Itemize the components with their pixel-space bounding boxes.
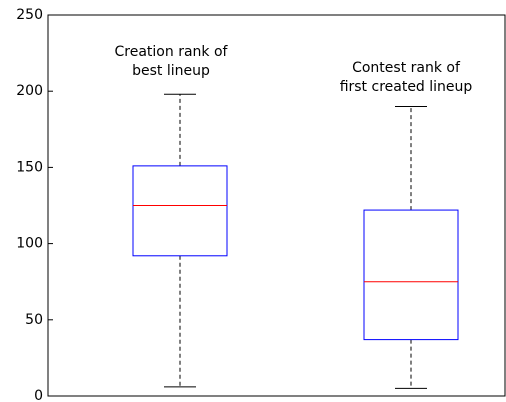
box-label: best lineup [132, 63, 210, 79]
y-tick-label: 200 [16, 83, 43, 99]
plot-frame [47, 14, 506, 397]
box-label: first created lineup [340, 79, 473, 95]
y-tick-label: 250 [16, 7, 43, 23]
box-label: Creation rank of [115, 44, 229, 60]
box-label: Contest rank of [352, 60, 461, 76]
y-tick-label: 100 [16, 236, 43, 252]
y-tick-label: 50 [25, 312, 43, 328]
box [363, 209, 459, 341]
box [132, 165, 228, 257]
y-tick-label: 150 [16, 159, 43, 175]
y-tick-label: 0 [34, 388, 43, 402]
